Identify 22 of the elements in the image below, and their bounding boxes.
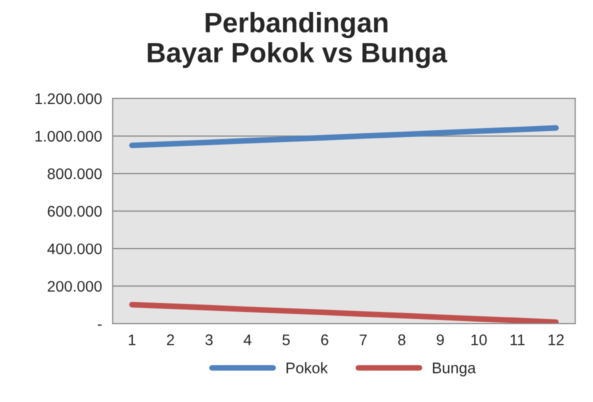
x-tick-label: 4 bbox=[244, 334, 252, 346]
y-tick-label: - bbox=[98, 324, 102, 326]
y-tick-label: 200.000 bbox=[48, 280, 102, 292]
chart-title: Perbandingan Bayar Pokok vs Bunga bbox=[148, 12, 448, 68]
x-tick-label: 12 bbox=[548, 334, 564, 346]
x-tick-label: 1 bbox=[128, 334, 136, 346]
x-tick-label: 9 bbox=[436, 334, 444, 346]
x-tick-label: 5 bbox=[282, 334, 290, 346]
x-tick-label: 6 bbox=[321, 334, 328, 346]
x-tick-label: 7 bbox=[360, 334, 367, 346]
x-tick-label: 3 bbox=[205, 334, 213, 346]
y-tick-label: 800.000 bbox=[48, 168, 102, 180]
legend-label: Bunga bbox=[432, 362, 476, 376]
x-tick-label: 8 bbox=[398, 334, 406, 346]
x-tick-label: 10 bbox=[472, 334, 487, 346]
y-tick-label: 600.000 bbox=[48, 206, 102, 217]
y-tick-label: 1.000.000 bbox=[35, 130, 102, 142]
y-tick-label: 400.000 bbox=[47, 243, 102, 254]
legend-label: Pokok bbox=[286, 362, 328, 374]
x-tick-label: 11 bbox=[510, 334, 525, 346]
y-tick-label: 1.200.000 bbox=[35, 93, 102, 104]
x-tick-label: 2 bbox=[167, 334, 174, 346]
